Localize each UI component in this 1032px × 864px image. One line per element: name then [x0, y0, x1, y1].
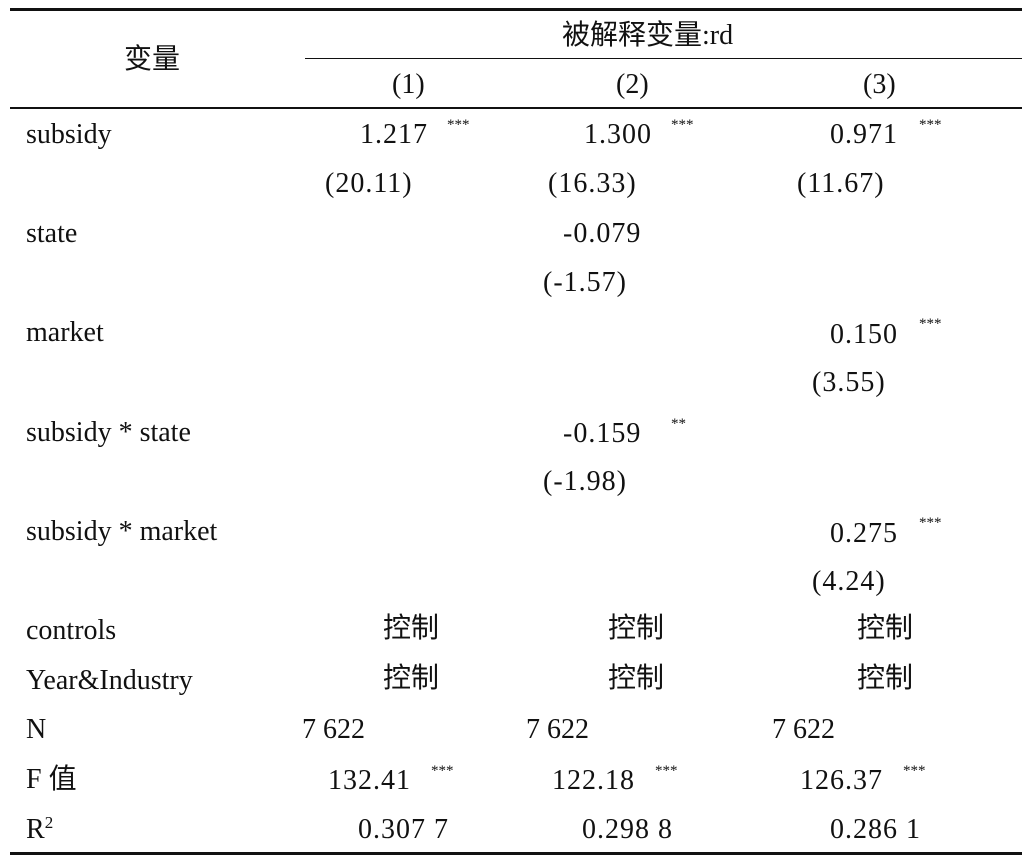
dependent-variable-header: 被解释变量:rd	[562, 20, 734, 51]
row-label-year-industry: Year&Industry	[26, 665, 193, 696]
r2-col-2: 0.298 8	[582, 814, 673, 845]
row-label-controls: controls	[26, 615, 117, 646]
top-rule	[10, 8, 1022, 11]
coef-subsidy-market-3: 0.275	[830, 518, 898, 549]
row-label-market: market	[26, 317, 104, 348]
variable-column-header: 变量	[124, 44, 181, 75]
header-rule	[10, 107, 1022, 109]
tstat-subsidy-state-2: (-1.98)	[543, 466, 627, 497]
stars-subsidy-3: ***	[919, 117, 942, 133]
stars-f-1: ***	[431, 763, 454, 779]
stars-market-3: ***	[919, 316, 942, 332]
column-header-1: (1)	[392, 69, 425, 100]
coef-subsidy-1: 1.217	[360, 119, 428, 150]
controls-col-2: 控制	[608, 613, 665, 644]
tstat-subsidy-2: (16.33)	[548, 168, 637, 199]
r2-label-base: R	[26, 814, 45, 845]
coef-subsidy-3: 0.971	[830, 119, 898, 150]
stars-subsidy-2: ***	[671, 117, 694, 133]
row-label-r2: R2	[26, 813, 54, 845]
stars-f-3: ***	[903, 763, 926, 779]
year-industry-col-1: 控制	[383, 663, 440, 694]
stars-subsidy-state-2: **	[671, 416, 686, 432]
coef-state-2: -0.079	[563, 218, 642, 249]
row-label-subsidy: subsidy	[26, 119, 112, 150]
f-col-3: 126.37	[800, 765, 883, 796]
row-label-subsidy-state: subsidy * state	[26, 417, 191, 448]
tstat-subsidy-1: (20.11)	[325, 168, 413, 199]
controls-col-3: 控制	[857, 613, 914, 644]
column-header-2: (2)	[616, 69, 649, 100]
stars-f-2: ***	[655, 763, 678, 779]
year-industry-col-3: 控制	[857, 663, 914, 694]
coef-subsidy-2: 1.300	[584, 119, 652, 150]
f-col-1: 132.41	[328, 765, 411, 796]
r2-label-superscript: 2	[44, 813, 54, 832]
tstat-subsidy-market-3: (4.24)	[812, 566, 886, 597]
r2-col-3: 0.286 1	[830, 814, 921, 845]
stars-subsidy-market-3: ***	[919, 515, 942, 531]
row-label-f: F 值	[26, 764, 77, 795]
stars-subsidy-1: ***	[447, 117, 470, 133]
n-col-3: 7 622	[772, 714, 835, 745]
f-col-2: 122.18	[552, 765, 635, 796]
n-col-1: 7 622	[302, 714, 365, 745]
tstat-market-3: (3.55)	[812, 367, 886, 398]
controls-col-1: 控制	[383, 613, 440, 644]
tstat-subsidy-3: (11.67)	[797, 168, 885, 199]
column-header-3: (3)	[863, 69, 896, 100]
row-label-n: N	[26, 714, 47, 745]
row-label-state: state	[26, 218, 78, 249]
coef-market-3: 0.150	[830, 319, 898, 350]
bottom-rule	[10, 852, 1022, 855]
n-col-2: 7 622	[526, 714, 589, 745]
tstat-state-2: (-1.57)	[543, 267, 627, 298]
year-industry-col-2: 控制	[608, 663, 665, 694]
coef-subsidy-state-2: -0.159	[563, 418, 642, 449]
row-label-subsidy-market: subsidy * market	[26, 516, 218, 547]
header-subrule	[305, 58, 1022, 59]
r2-col-1: 0.307 7	[358, 814, 449, 845]
